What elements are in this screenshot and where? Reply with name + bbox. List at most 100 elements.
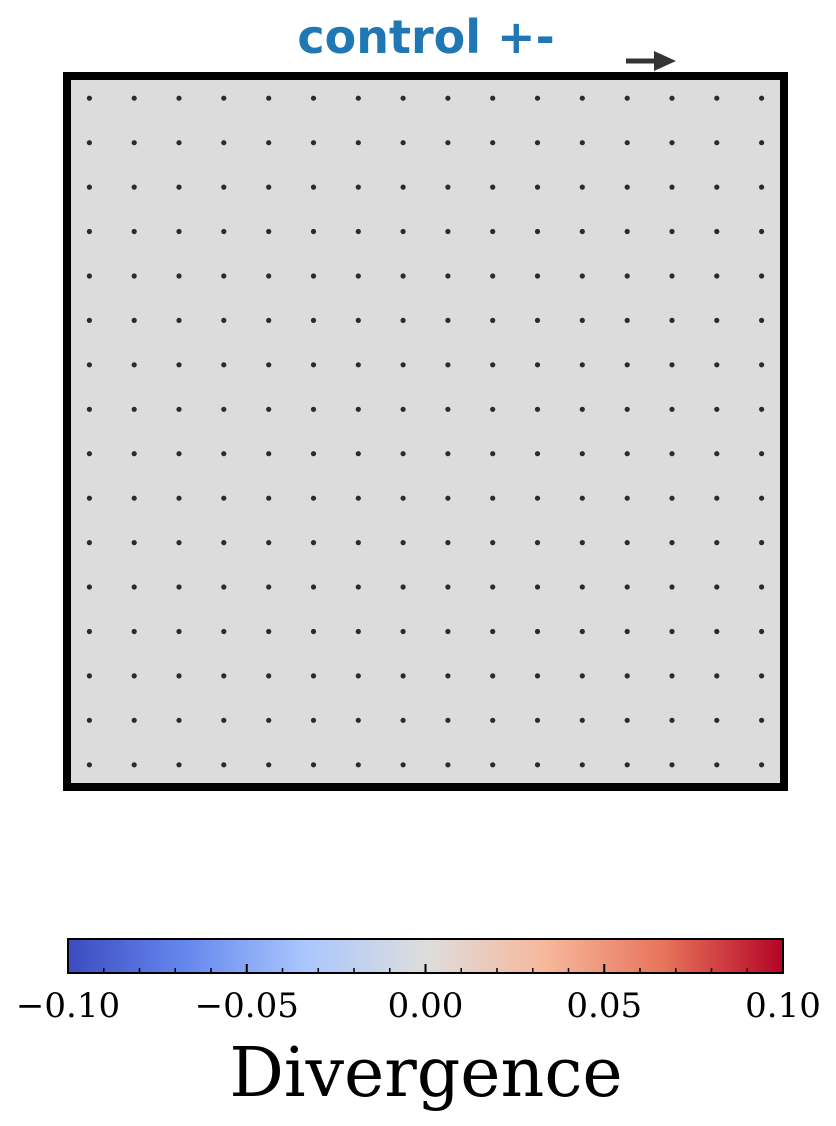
quiver-point	[221, 495, 227, 501]
quiver-point	[445, 762, 451, 768]
quiver-point	[490, 717, 496, 723]
quiver-point	[579, 228, 585, 235]
quiver-point	[534, 228, 541, 235]
quiver-point	[86, 273, 92, 279]
quiver-point	[490, 495, 496, 501]
quiver-point	[400, 717, 406, 723]
quiver-point	[131, 584, 137, 590]
quiver-point	[624, 540, 630, 546]
quiver-point	[86, 317, 92, 323]
quiver-point	[669, 717, 675, 723]
quiver-point	[759, 184, 765, 190]
quiver-point	[131, 628, 137, 635]
quiver-point	[490, 140, 496, 146]
quiver-point	[534, 273, 541, 279]
quiver-point	[310, 184, 317, 190]
quiver-point	[221, 717, 227, 723]
quiver-point	[176, 628, 182, 635]
quiver-point	[624, 140, 630, 146]
quiver-point	[669, 406, 675, 412]
quiver-point	[131, 406, 137, 412]
reference-arrow-icon	[626, 51, 676, 71]
quiver-point	[266, 628, 272, 635]
quiver-point	[266, 540, 272, 546]
quiver-point	[714, 140, 720, 146]
quiver-point	[310, 273, 317, 279]
quiver-point	[86, 362, 92, 368]
quiver-point	[221, 673, 227, 679]
quiver-point	[534, 584, 541, 590]
quiver-point	[355, 762, 361, 768]
quiver-point	[266, 317, 272, 323]
quiver-point	[266, 184, 272, 190]
quiver-point	[445, 628, 451, 635]
quiver-point	[355, 406, 361, 412]
quiver-point	[669, 762, 675, 768]
quiver-point	[266, 140, 272, 146]
quiver-point	[131, 184, 137, 190]
quiver-point	[355, 228, 361, 235]
quiver-point	[176, 95, 182, 101]
quiver-point	[714, 228, 720, 235]
colorbar-tick-label: −0.05	[195, 986, 299, 1026]
quiver-point	[445, 184, 451, 190]
colorbar-tick-label: 0.05	[566, 986, 642, 1026]
quiver-point	[400, 184, 406, 190]
quiver-point	[131, 228, 137, 235]
plot-frame	[63, 72, 788, 791]
quiver-point	[221, 451, 227, 457]
quiver-point	[266, 362, 272, 368]
quiver-point	[131, 495, 137, 501]
quiver-point	[714, 540, 720, 546]
quiver-point	[714, 406, 720, 412]
quiver-point	[669, 584, 675, 590]
quiver-point	[714, 673, 720, 679]
quiver-point	[579, 317, 585, 323]
quiver-point	[266, 406, 272, 412]
quiver-point	[176, 362, 182, 368]
quiver-point	[624, 228, 630, 235]
quiver-point	[714, 495, 720, 501]
quiver-point	[355, 184, 361, 190]
quiver-point	[86, 762, 92, 768]
quiver-point	[310, 362, 317, 368]
quiver-point	[759, 495, 765, 501]
quiver-point	[445, 717, 451, 723]
quiver-point	[490, 362, 496, 368]
quiver-point	[86, 406, 92, 412]
quiver-point	[310, 140, 317, 146]
quiver-point	[176, 762, 182, 768]
plot-area	[63, 72, 788, 791]
quiver-point	[624, 584, 630, 590]
quiver-point	[310, 95, 317, 101]
quiver-point	[534, 95, 541, 101]
quiver-point	[579, 95, 585, 101]
quiver-point	[445, 228, 451, 235]
chart-title: control +-	[297, 10, 554, 64]
quiver-point	[534, 140, 541, 146]
quiver-point	[266, 95, 272, 101]
quiver-points	[86, 95, 765, 768]
quiver-point	[131, 717, 137, 723]
quiver-point	[86, 584, 92, 590]
quiver-point	[624, 762, 630, 768]
quiver-point	[714, 317, 720, 323]
quiver-point	[355, 584, 361, 590]
quiver-point	[266, 717, 272, 723]
quiver-point	[355, 273, 361, 279]
quiver-point	[759, 540, 765, 546]
quiver-point	[579, 762, 585, 768]
quiver-point	[355, 540, 361, 546]
quiver-point	[310, 762, 317, 768]
quiver-point	[759, 140, 765, 146]
quiver-point	[266, 273, 272, 279]
quiver-point	[445, 273, 451, 279]
quiver-point	[759, 717, 765, 723]
quiver-point	[355, 140, 361, 146]
quiver-point	[490, 95, 496, 101]
quiver-point	[490, 228, 496, 235]
quiver-point	[534, 717, 541, 723]
quiver-point	[266, 228, 272, 235]
quiver-point	[759, 451, 765, 457]
quiver-point	[624, 451, 630, 457]
